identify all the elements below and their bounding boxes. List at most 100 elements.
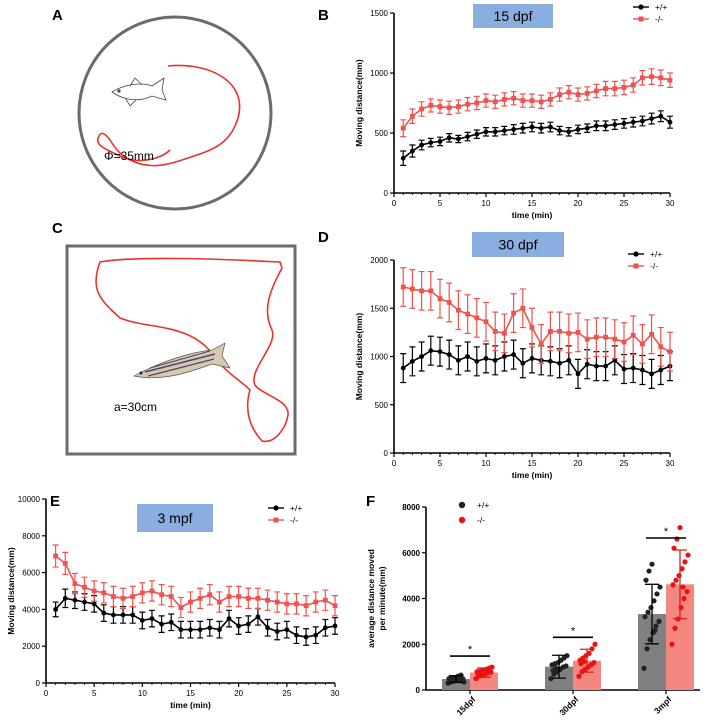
data-point <box>520 305 526 311</box>
data-point <box>149 588 155 594</box>
series-line <box>55 555 336 609</box>
data-point <box>245 621 251 627</box>
bar-group-3mpf: * 3mpf <box>638 524 694 716</box>
y-tick-label: 2000 <box>402 640 420 649</box>
data-point <box>679 566 685 572</box>
data-point <box>255 614 261 620</box>
data-point <box>207 625 213 631</box>
x-category-label: 30dpf <box>557 694 580 717</box>
legend-marker <box>638 4 644 10</box>
data-point <box>419 354 424 359</box>
error-bar <box>580 648 594 673</box>
data-point <box>474 315 480 321</box>
x-tick-label: 25 <box>620 459 629 468</box>
data-point <box>502 330 507 336</box>
data-point <box>313 599 319 605</box>
data-point <box>502 128 507 134</box>
data-point <box>303 634 309 640</box>
data-point <box>159 592 164 598</box>
data-point <box>529 325 535 330</box>
data-point <box>603 363 608 369</box>
legend-entry: -/- <box>477 515 485 525</box>
data-point <box>640 341 645 347</box>
y-tick-label: 0 <box>36 679 41 688</box>
data-point <box>653 623 659 629</box>
data-point <box>557 92 562 97</box>
data-point <box>669 641 675 647</box>
data-point <box>428 348 434 354</box>
data-point <box>178 627 184 633</box>
data-point <box>680 584 686 590</box>
data-point <box>139 618 145 623</box>
panel-label-e: E <box>50 493 60 510</box>
bar <box>442 679 470 690</box>
y-axis-label: average distance moved <box>366 549 376 648</box>
x-tick-label: 5 <box>438 199 443 208</box>
data-point <box>548 329 553 334</box>
data-point <box>120 612 126 618</box>
data-point <box>566 129 572 135</box>
data-point <box>446 135 452 141</box>
data-point <box>400 284 406 290</box>
data-point <box>511 95 516 101</box>
data-point <box>322 597 328 603</box>
data-point <box>658 344 664 350</box>
data-point <box>520 125 526 131</box>
data-point <box>603 334 608 340</box>
data-point <box>529 98 535 103</box>
legend-entry: -/- <box>290 515 298 525</box>
panel-label-a: A <box>52 7 63 24</box>
y-axis-label: Moving distance(mm) <box>6 547 16 635</box>
data-point <box>621 339 627 345</box>
arena-side-annotation: a=30cm <box>114 400 157 414</box>
data-point <box>265 625 270 631</box>
data-point <box>284 601 290 607</box>
x-axis-label: time (min) <box>512 210 553 220</box>
data-point <box>584 91 590 96</box>
swim-trajectory-c <box>95 257 289 443</box>
data-point <box>456 307 461 313</box>
series-wildtype <box>400 335 673 389</box>
data-point <box>672 625 678 631</box>
data-point <box>673 577 679 583</box>
y-tick-label: 500 <box>375 129 389 138</box>
data-point <box>159 621 165 627</box>
x-axis-label: time (min) <box>170 700 211 710</box>
data-point <box>332 623 338 629</box>
data-point <box>575 126 581 132</box>
x-tick-label: 20 <box>574 199 583 208</box>
data-point <box>584 125 590 131</box>
x-tick-label: 20 <box>574 459 583 468</box>
x-category-label: 3mpf <box>652 694 674 716</box>
data-point <box>575 329 581 335</box>
data-point <box>197 595 203 601</box>
panel-label-c: C <box>52 220 63 237</box>
data-point <box>101 590 107 596</box>
x-tick-label: 10 <box>482 199 491 208</box>
data-point <box>489 664 495 670</box>
data-point <box>483 356 489 361</box>
data-point <box>576 673 582 679</box>
x-tick-label: 30 <box>666 199 675 208</box>
data-point <box>648 605 654 611</box>
data-point <box>111 594 116 599</box>
data-point <box>548 97 553 102</box>
significance-star: * <box>571 625 576 637</box>
data-point <box>594 363 599 369</box>
zebrafish-photo-icon <box>132 342 231 379</box>
data-point <box>178 605 184 610</box>
data-point <box>646 568 652 574</box>
data-point <box>188 627 193 633</box>
arena-diameter-annotation: Φ=35mm <box>104 149 154 163</box>
data-point <box>62 561 68 566</box>
data-point <box>645 609 651 615</box>
legend-marker <box>273 517 279 523</box>
data-point <box>437 139 443 144</box>
data-point <box>630 119 636 125</box>
data-point <box>461 679 467 685</box>
legend-entry: +/+ <box>650 249 662 259</box>
data-point <box>428 140 434 146</box>
y-tick-label: 0 <box>416 686 421 695</box>
y-axis-label: Moving distance(mm) <box>354 59 364 147</box>
